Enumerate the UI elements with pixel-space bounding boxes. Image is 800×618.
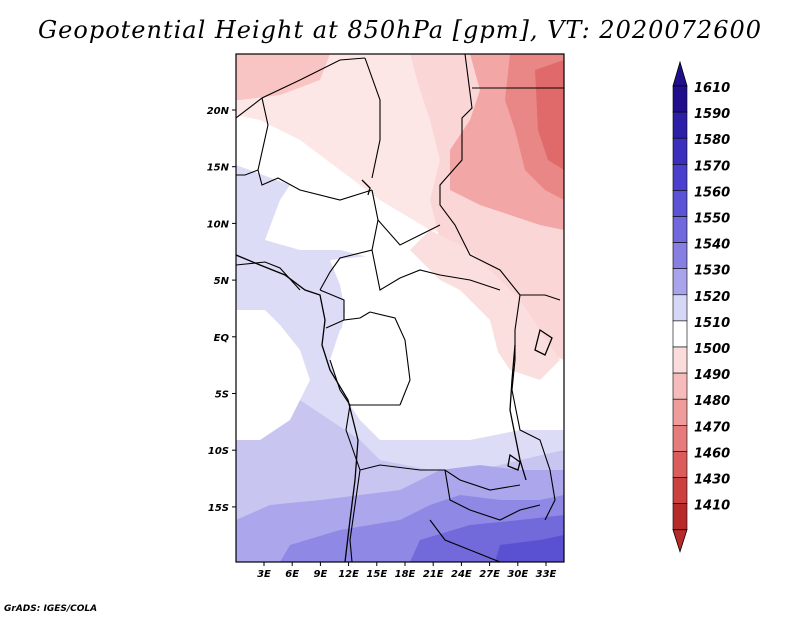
colorbar-swatch <box>672 398 688 426</box>
colorbar-label: 1460 <box>694 446 730 461</box>
lat-tick-label: 5N <box>214 276 230 287</box>
colorbar-swatch <box>672 503 688 531</box>
colorbar-label: 1470 <box>694 420 730 435</box>
colorbar-swatch <box>672 294 688 322</box>
lon-tick-label: 6E <box>285 569 299 580</box>
lat-tick-label: 20N <box>207 106 230 117</box>
colorbar-swatch <box>672 164 688 191</box>
colorbar-label: 1530 <box>694 264 730 279</box>
lon-tick-label: 18E <box>395 569 416 580</box>
colorbar-label: 1510 <box>694 316 730 331</box>
colorbar-swatch <box>672 346 688 374</box>
colorbar-label: 1490 <box>694 368 730 383</box>
lon-tick-label: 9E <box>314 569 328 580</box>
lon-tick-label: 24E <box>451 569 472 580</box>
colorbar-swatch <box>672 111 688 139</box>
colorbar-top-arrow <box>672 60 688 87</box>
colorbar-swatch <box>672 268 688 296</box>
colorbar-swatch <box>672 242 688 270</box>
country-borders <box>236 54 564 562</box>
colorbar-label: 1550 <box>694 212 730 227</box>
grads-credit: GrADS: IGES/COLA <box>4 604 98 614</box>
colorbar-label: 1430 <box>694 473 730 488</box>
colorbar-label: 1590 <box>694 107 730 122</box>
colorbar-label: 1480 <box>694 394 730 409</box>
lon-tick-label: 30E <box>507 569 528 580</box>
colorbar-label: 1580 <box>694 133 730 148</box>
lon-tick-label: 33E <box>536 569 557 580</box>
lon-tick-label: 27E <box>479 569 500 580</box>
coastlines <box>236 179 553 562</box>
lon-tick-label: 12E <box>338 569 359 580</box>
colorbar-label: 1610 <box>694 81 730 96</box>
colorbar-swatch <box>672 137 688 165</box>
colorbar-label: 1520 <box>694 290 730 305</box>
lon-tick-label: 15E <box>366 569 387 580</box>
lat-tick-label: 15S <box>208 503 229 514</box>
lon-tick-label: 21E <box>423 569 444 580</box>
lon-tick-label: 3E <box>257 569 271 580</box>
colorbar-swatch <box>672 372 688 400</box>
colorbar-swatch <box>672 424 688 452</box>
colorbar-swatch <box>672 85 688 113</box>
chart-title: Geopotential Height at 850hPa [gpm], VT:… <box>38 16 762 44</box>
colorbar-label: 1500 <box>694 342 730 357</box>
colorbar-swatch <box>672 216 688 243</box>
lat-tick-label: 15N <box>207 163 230 174</box>
colorbar-label: 1540 <box>694 238 730 253</box>
colorbar: 1610 1590 1580 1570 1560 1550 1540 1530 1520 1510… <box>672 60 730 554</box>
lat-tick-label: EQ <box>214 333 230 344</box>
colorbar-swatch <box>672 320 688 348</box>
longitude-axis: 3E 6E 9E 12E 15E 18E 21E 24E 27E 30E 33E <box>257 562 557 580</box>
height-field <box>236 54 564 562</box>
lat-tick-label: 10S <box>208 446 229 457</box>
latitude-axis: 20N 15N 10N 5N EQ 5S 10S 15S <box>207 106 236 514</box>
lat-tick-label: 10N <box>207 219 230 230</box>
colorbar-bottom-arrow <box>672 529 688 554</box>
colorbar-label: 1560 <box>694 185 730 200</box>
colorbar-swatch <box>672 190 688 217</box>
colorbar-label: 1570 <box>694 159 730 174</box>
colorbar-swatch <box>672 451 688 478</box>
colorbar-label: 1410 <box>694 499 730 514</box>
lat-tick-label: 5S <box>215 390 229 401</box>
colorbar-swatch <box>672 477 688 504</box>
map-frame <box>235 53 565 563</box>
